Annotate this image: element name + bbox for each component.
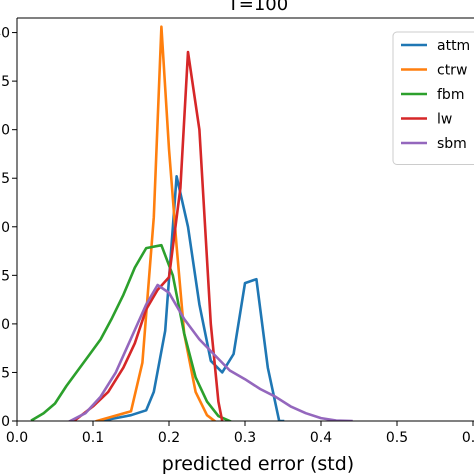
series-line-lw bbox=[72, 50, 224, 421]
x-axis-label: predicted error (std) bbox=[162, 453, 354, 474]
x-tick-label: 0.4 bbox=[310, 430, 332, 446]
legend-label-sbm: sbm bbox=[437, 136, 467, 152]
legend-box bbox=[392, 31, 474, 165]
x-tick-label: 0.1 bbox=[82, 430, 104, 446]
series-line-sbm bbox=[68, 283, 353, 421]
x-tick-label: 0.0 bbox=[6, 430, 28, 446]
legend-label-attm: attm bbox=[437, 38, 470, 54]
legend-label-ctrw: ctrw bbox=[437, 63, 467, 79]
legend-label-fbm: fbm bbox=[437, 87, 464, 103]
y-tick-label: 15 bbox=[0, 268, 10, 284]
series-line-fbm bbox=[30, 243, 232, 421]
series-line-attm bbox=[99, 175, 285, 421]
y-tick-label: 35 bbox=[0, 74, 10, 90]
chart-title: T=100 bbox=[227, 0, 288, 15]
y-tick-label: 5 bbox=[1, 365, 10, 381]
x-tick-label: 0.3 bbox=[234, 430, 256, 446]
x-tick-label: 0.6 bbox=[462, 430, 474, 446]
x-tick-label: 0.5 bbox=[386, 430, 408, 446]
y-tick-label: 40 bbox=[0, 26, 10, 42]
y-tick-label: 0 bbox=[1, 414, 10, 430]
x-tick-label: 0.2 bbox=[158, 430, 180, 446]
y-tick-label: 25 bbox=[0, 171, 10, 187]
series-line-ctrw bbox=[95, 25, 217, 421]
legend-label-lw: lw bbox=[437, 112, 452, 128]
y-tick-label: 20 bbox=[0, 220, 10, 236]
legend: attm ctrw fbm lw sbm bbox=[392, 31, 474, 165]
y-tick-label: 10 bbox=[0, 317, 10, 333]
y-tick-label: 30 bbox=[0, 123, 10, 139]
